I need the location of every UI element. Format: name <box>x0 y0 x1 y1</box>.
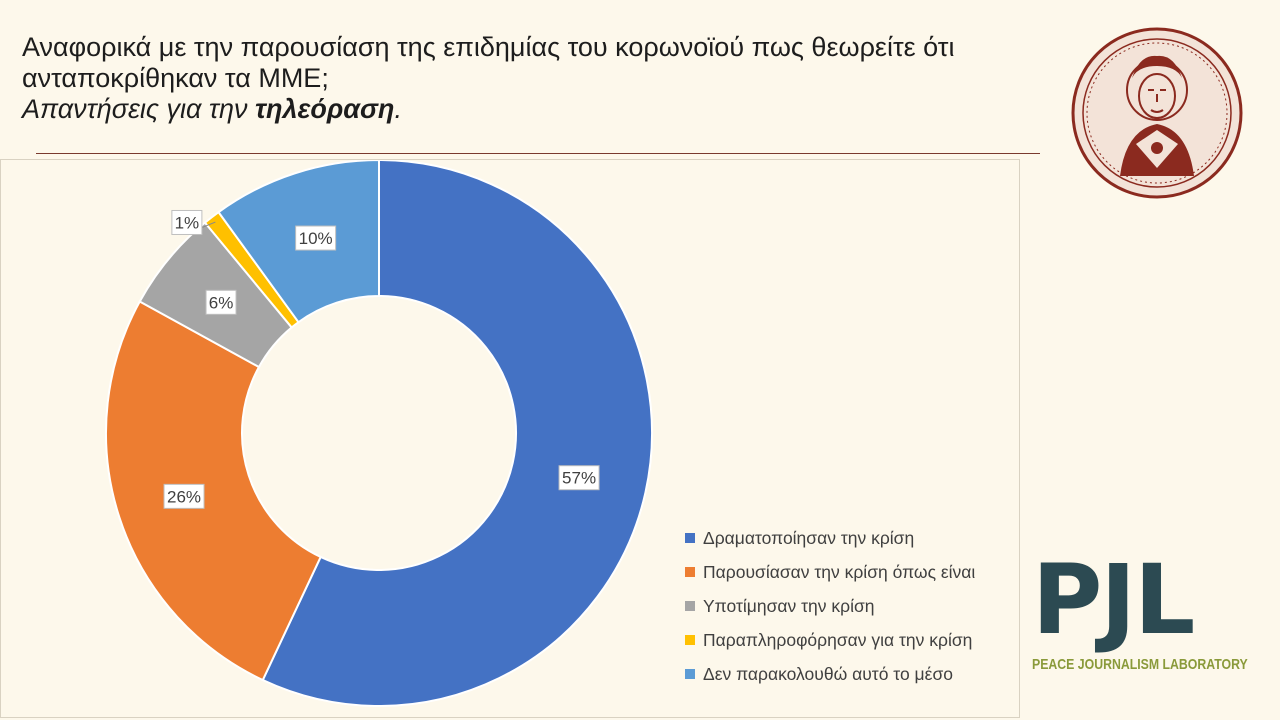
legend-label: Παραπληροφόρησαν για την κρίση <box>703 629 973 650</box>
legend-label: Υποτίμησαν την κρίση <box>703 595 875 616</box>
slice-label-text: 6% <box>209 293 234 312</box>
donut-slice <box>261 160 653 707</box>
donut-chart: 57% 26% 6% 1% 10% <box>105 160 653 707</box>
slice-label: 1% <box>171 209 203 235</box>
slice-label-text: 26% <box>167 487 201 506</box>
legend-item: Δραματοποίησαν την κρίση <box>685 521 975 555</box>
slice-label-text: 10% <box>299 229 333 248</box>
legend-swatch <box>685 635 695 645</box>
chart-frame: 57% 26% 6% 1% 10% Δραματοποίησαν την κρίση Πα… <box>0 159 1020 718</box>
chart-legend: Δραματοποίησαν την κρίση Παρουσίασαν την … <box>685 521 975 691</box>
legend-label: Δραματοποίησαν την κρίση <box>703 527 915 548</box>
slice-label: 10% <box>295 225 337 251</box>
legend-item: Δεν παρακολουθώ αυτό το μέσο <box>685 657 975 691</box>
legend-item: Παρουσίασαν την κρίση όπως είναι <box>685 555 975 589</box>
slice-label-box <box>163 483 205 509</box>
title-line-3: Απαντήσεις για την τηλεόραση. <box>22 94 1062 125</box>
slide-title: Αναφορικά με την παρουσίαση της επιδημία… <box>22 32 1062 125</box>
title-line-1: Αναφορικά με την παρουσίαση της επιδημία… <box>22 32 955 62</box>
slice-label: 26% <box>163 483 205 509</box>
slice-label-box <box>295 225 337 251</box>
legend-item: Υποτίμησαν την κρίση <box>685 589 975 623</box>
legend-label: Παρουσίασαν την κρίση όπως είναι <box>703 561 976 582</box>
title-line-2: ανταποκρίθηκαν τα ΜΜΕ; <box>22 63 329 93</box>
title-divider <box>36 153 1040 154</box>
slice-label-box <box>171 209 203 235</box>
title-subtitle-prefix: Απαντήσεις για την <box>22 94 255 124</box>
pjl-logo-tagline: PEACE JOURNALISM LABORATORY <box>1032 656 1248 673</box>
slice-label-box <box>205 289 237 315</box>
legend-swatch <box>685 567 695 577</box>
donut-slice <box>105 300 322 682</box>
legend-swatch <box>685 601 695 611</box>
legend-label: Δεν παρακολουθώ αυτό το μέσο <box>703 663 953 684</box>
slice-label-text: 57% <box>562 469 596 488</box>
slice-label: 57% <box>558 465 600 491</box>
slice-label-box <box>558 465 600 491</box>
slice-label: 6% <box>205 289 237 315</box>
legend-swatch <box>685 669 695 679</box>
university-seal-icon <box>1071 27 1243 199</box>
legend-swatch <box>685 533 695 543</box>
pjl-logo-letters: PJL <box>1032 544 1195 656</box>
title-subtitle-bold: τηλεόραση <box>254 94 395 124</box>
title-subtitle-suffix: . <box>394 94 402 124</box>
pjl-logo: PJL PEACE JOURNALISM LABORATORY <box>1032 552 1280 673</box>
slice-label-text: 1% <box>175 213 200 232</box>
legend-item: Παραπληροφόρησαν για την κρίση <box>685 623 975 657</box>
